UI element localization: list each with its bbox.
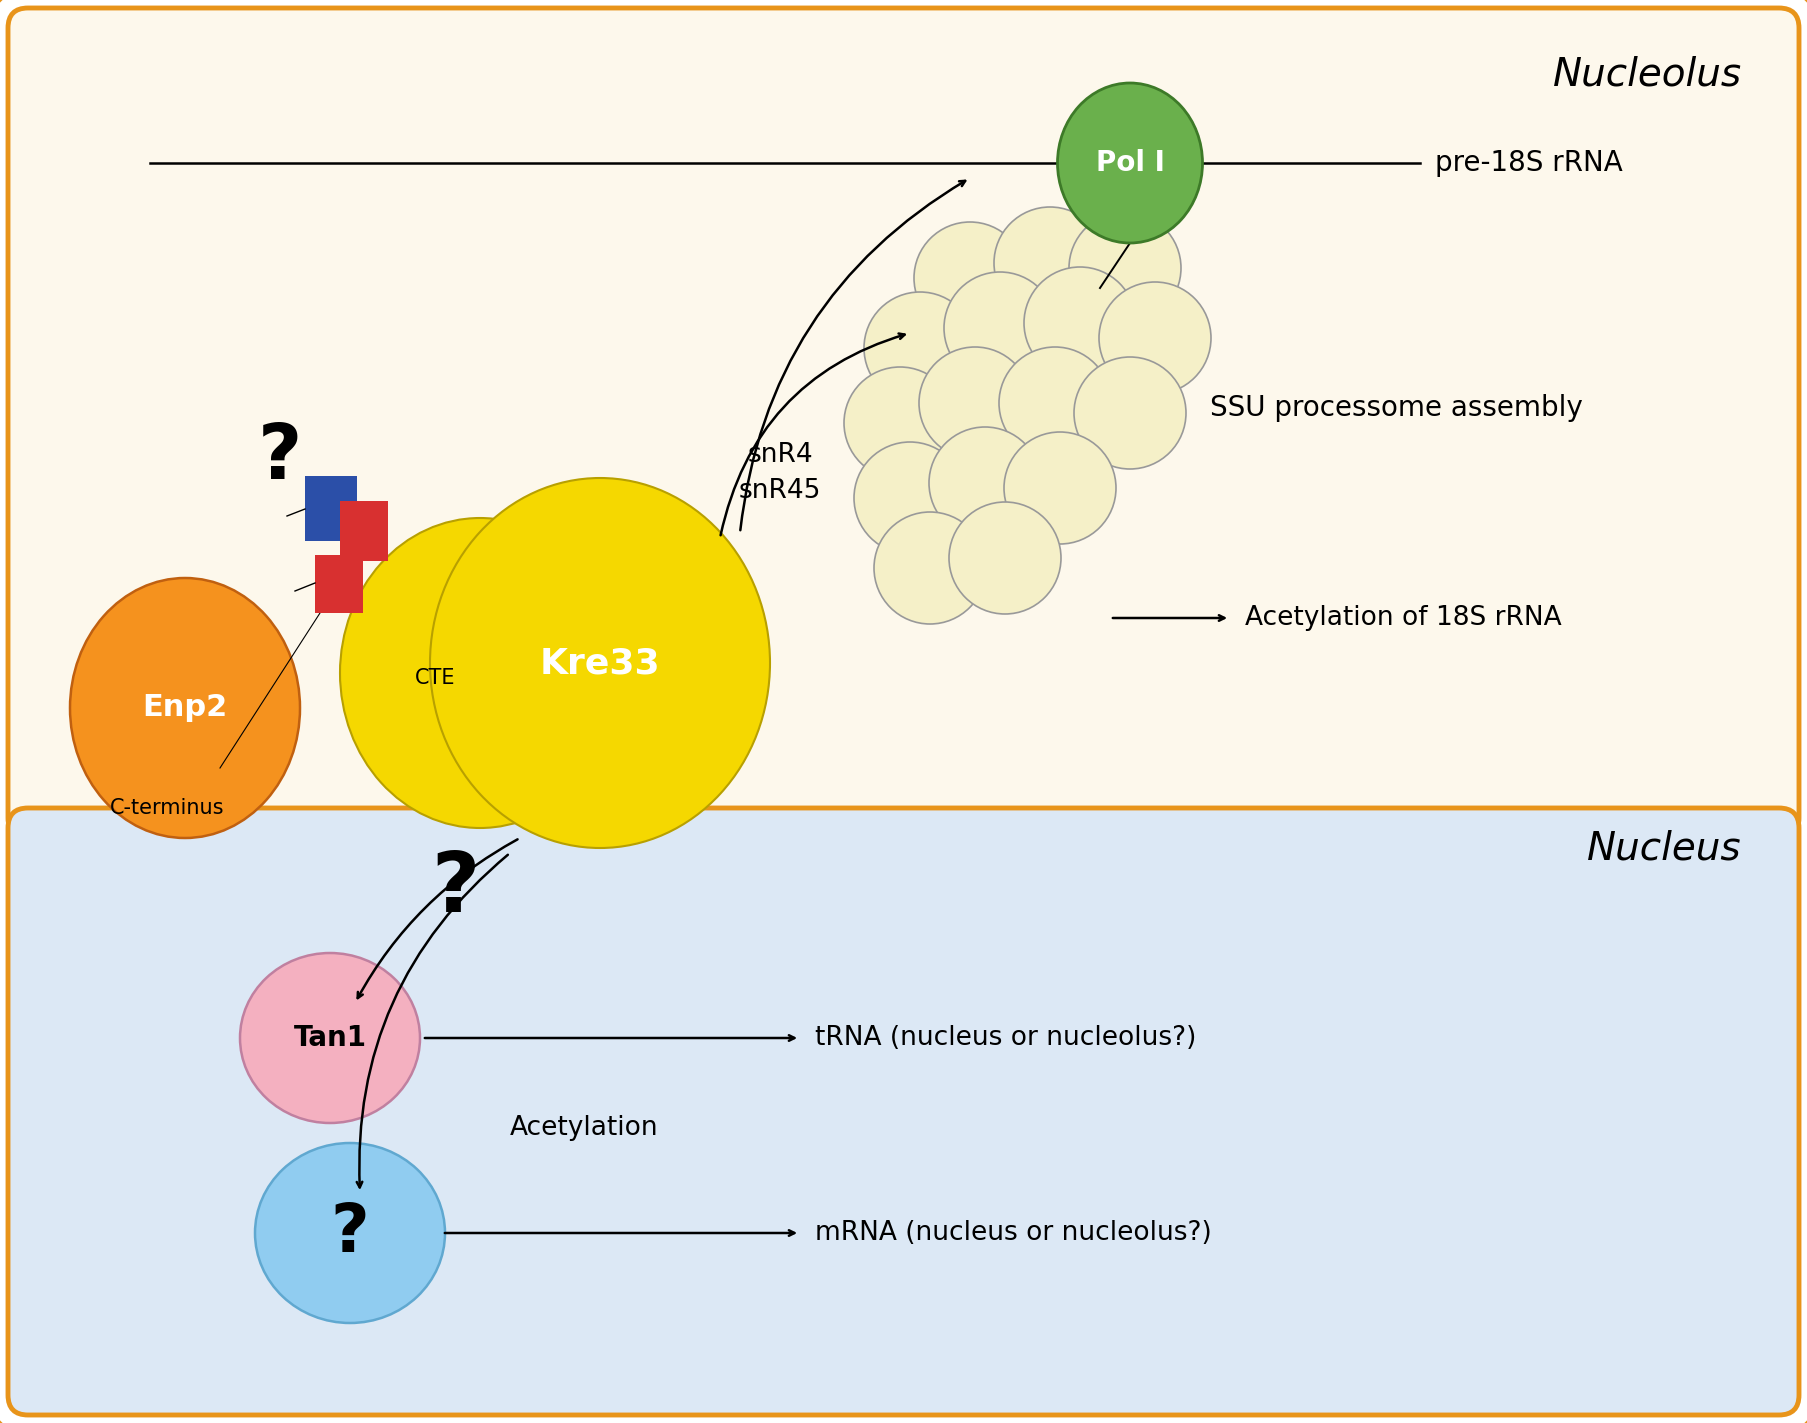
Ellipse shape xyxy=(430,478,770,848)
Ellipse shape xyxy=(255,1143,445,1323)
Circle shape xyxy=(929,427,1041,539)
Text: Tan1: Tan1 xyxy=(293,1025,367,1052)
Ellipse shape xyxy=(340,518,620,828)
Ellipse shape xyxy=(1057,83,1202,243)
Circle shape xyxy=(994,206,1106,319)
FancyBboxPatch shape xyxy=(340,501,389,561)
Text: ?: ? xyxy=(331,1200,369,1266)
Text: mRNA (nucleus or nucleolus?): mRNA (nucleus or nucleolus?) xyxy=(815,1220,1212,1247)
Text: ?: ? xyxy=(430,848,479,928)
Text: Nucleus: Nucleus xyxy=(1587,830,1742,868)
FancyBboxPatch shape xyxy=(314,555,363,613)
Circle shape xyxy=(943,272,1055,384)
Ellipse shape xyxy=(70,578,300,838)
FancyBboxPatch shape xyxy=(305,477,358,541)
Text: pre-18S rRNA: pre-18S rRNA xyxy=(1435,149,1623,176)
Circle shape xyxy=(920,347,1032,460)
Text: Nucleolus: Nucleolus xyxy=(1552,55,1742,92)
Text: C-terminus: C-terminus xyxy=(110,798,224,818)
Circle shape xyxy=(844,367,956,480)
Circle shape xyxy=(1070,212,1182,324)
Text: Enp2: Enp2 xyxy=(143,693,228,723)
Circle shape xyxy=(949,502,1061,613)
Text: CTE: CTE xyxy=(416,667,455,687)
Text: SSU processome assembly: SSU processome assembly xyxy=(1211,394,1583,423)
FancyBboxPatch shape xyxy=(7,9,1800,838)
Circle shape xyxy=(999,347,1111,460)
Circle shape xyxy=(1025,268,1137,379)
Circle shape xyxy=(1005,433,1117,544)
Text: Acetylation of 18S rRNA: Acetylation of 18S rRNA xyxy=(1245,605,1561,630)
FancyBboxPatch shape xyxy=(7,808,1800,1414)
Text: Kre33: Kre33 xyxy=(540,646,660,680)
Circle shape xyxy=(864,292,976,404)
Text: Acetylation: Acetylation xyxy=(510,1116,658,1141)
Circle shape xyxy=(1073,357,1185,470)
Circle shape xyxy=(855,443,967,554)
Text: Pol I: Pol I xyxy=(1095,149,1164,176)
Text: snR4
snR45: snR4 snR45 xyxy=(739,443,820,504)
Text: ?: ? xyxy=(258,421,302,495)
Circle shape xyxy=(914,222,1026,334)
Ellipse shape xyxy=(240,953,419,1123)
Text: tRNA (nucleus or nucleolus?): tRNA (nucleus or nucleolus?) xyxy=(815,1025,1196,1052)
Circle shape xyxy=(875,512,987,625)
Circle shape xyxy=(1099,282,1211,394)
